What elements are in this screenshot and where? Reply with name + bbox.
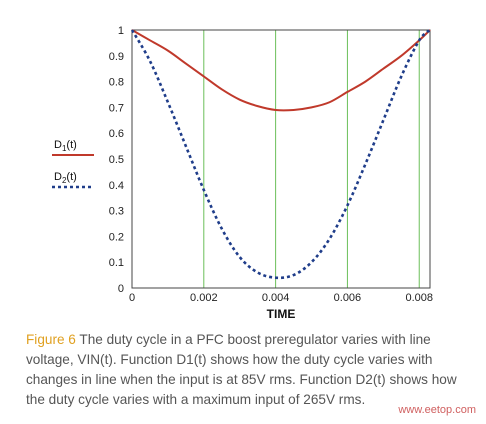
y-tick-label: 0.8 (109, 77, 124, 89)
duty-cycle-chart: 0 0.1 0.2 0.3 0.4 0.5 0.6 0.7 0.8 0.9 1 0 0.002 0.00… (52, 25, 433, 321)
y-axis-ticks: 0 0.1 0.2 0.3 0.4 0.5 0.6 0.7 0.8 0.9 1 (109, 25, 124, 295)
y-tick-label: 0.7 (109, 102, 124, 114)
x-axis-title: TIME (267, 307, 296, 321)
caption-text: The duty cycle in a PFC boost preregulat… (26, 332, 457, 407)
grid-lines (203, 30, 420, 288)
x-tick-label: 0.002 (190, 292, 218, 304)
series-layer (130, 28, 431, 280)
y-tick-label: 0.3 (109, 206, 124, 218)
y-tick-label: 0.2 (109, 231, 124, 243)
figure-label: Figure 6 (26, 332, 76, 347)
figure-caption: Figure 6 The duty cycle in a PFC boost p… (26, 330, 478, 410)
series-line-d2 (130, 28, 431, 280)
x-tick-label: 0.006 (334, 292, 362, 304)
watermark: www.eetop.com (398, 404, 476, 416)
y-tick-label: 0 (118, 283, 124, 295)
x-axis-ticks: 0 0.002 0.004 0.006 0.008 (129, 292, 433, 304)
y-tick-label: 0.5 (109, 154, 124, 166)
plot-frame (131, 29, 431, 289)
legend-label-d1: D1(t) (54, 139, 77, 153)
y-tick-label: 1 (118, 25, 124, 37)
x-tick-label: 0.008 (405, 292, 433, 304)
y-tick-label: 0.9 (109, 51, 124, 63)
legend: D1(t) D2(t) (52, 139, 94, 189)
series-line-d1 (131, 29, 431, 112)
y-tick-label: 0.1 (109, 257, 124, 269)
y-tick-label: 0.4 (109, 180, 124, 192)
legend-label-d2: D2(t) (54, 171, 77, 185)
x-tick-label: 0.004 (262, 292, 290, 304)
x-tick-label: 0 (129, 292, 135, 304)
y-tick-label: 0.6 (109, 128, 124, 140)
